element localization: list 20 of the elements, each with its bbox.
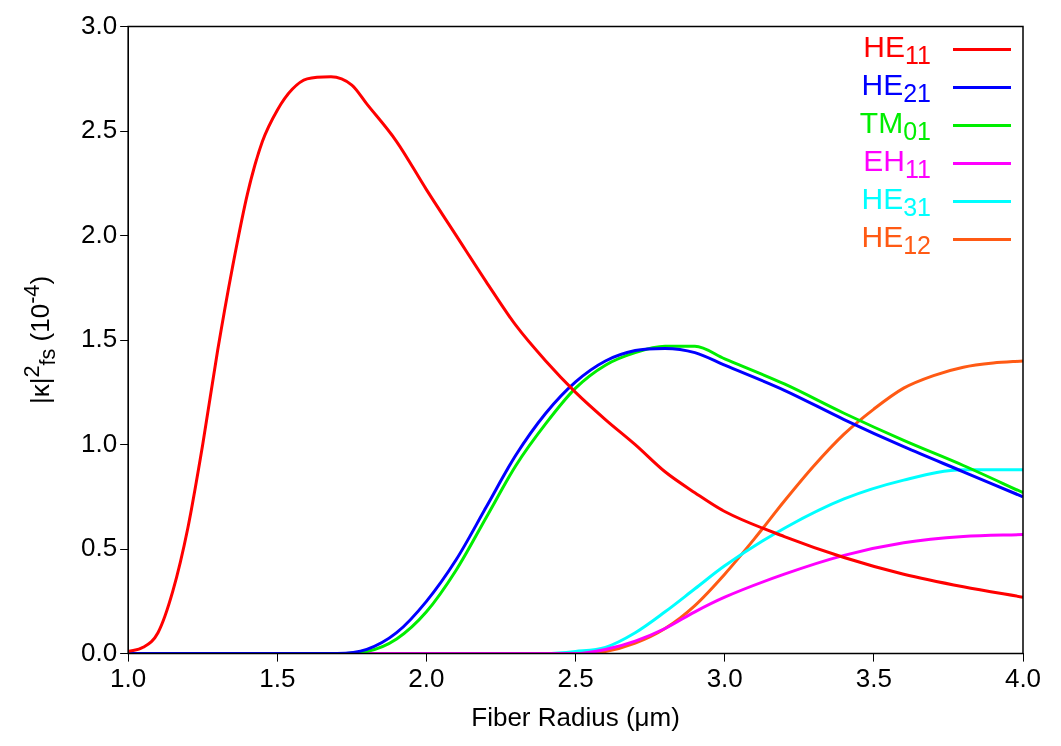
x-tick-label: 4.0 [1004, 663, 1042, 694]
y-tick-label: 1.5 [80, 323, 118, 354]
x-tick-label: 1.5 [259, 663, 296, 694]
legend-label: HE$_{11}$ [863, 29, 931, 69]
legend-label: HE$_{12}$ [861, 219, 931, 260]
x-tick-label: 3.0 [706, 663, 743, 694]
y-tick-label: 2.5 [80, 114, 118, 145]
legend-label: TM$_{01}$ [859, 105, 931, 145]
x-axis-title: Fiber Radius (μm) [471, 701, 680, 732]
legend-label: HE$_{31}$ [861, 181, 931, 221]
legend-label: EH$_{11}$ [863, 143, 931, 183]
y-tick-label: 2.0 [80, 218, 118, 249]
y-tick-label: 3.0 [80, 9, 118, 40]
line-series [128, 75, 1023, 654]
x-tick-label: 2.5 [557, 663, 594, 694]
x-tick-label: 3.5 [855, 663, 892, 694]
x-tick-label: 2.0 [408, 663, 445, 694]
legend-label: HE$_{21}$ [861, 67, 931, 107]
y-tick-label: 0.5 [80, 532, 118, 563]
y-tick-label: 1.0 [80, 427, 118, 458]
